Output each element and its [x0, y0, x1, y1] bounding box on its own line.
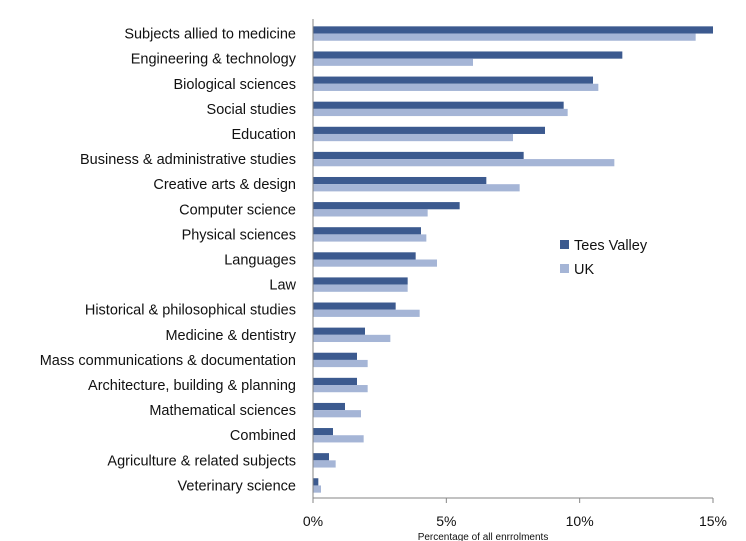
category-label-biological-sciences: Biological sciences — [173, 77, 296, 93]
x-tick-label: 5% — [436, 513, 456, 529]
bar-tees-valley-agriculture-related-subjects — [313, 453, 329, 461]
bar-tees-valley-historical-philosophical-studies — [313, 302, 396, 310]
category-label-historical-philosophical-studies: Historical & philosophical studies — [85, 303, 296, 319]
bar-tees-valley-mathematical-sciences — [313, 402, 345, 411]
bar-uk-physical-sciences — [313, 234, 427, 242]
x-tick-label: 10% — [566, 513, 594, 529]
x-tick-label: 15% — [699, 513, 727, 529]
category-label-social-studies: Social studies — [207, 102, 296, 118]
bar-tees-valley-engineering-technology — [313, 51, 623, 59]
bar-uk-business-administrative-studies — [313, 159, 615, 167]
category-label-physical-sciences: Physical sciences — [182, 227, 296, 243]
bar-uk-creative-arts-design — [313, 184, 520, 192]
category-label-veterinary-science: Veterinary science — [178, 478, 296, 494]
bars-layer — [313, 26, 713, 493]
x-axis-title: Percentage of all enrrolments — [418, 532, 549, 541]
bar-uk-subjects-allied-to-medicine — [313, 33, 696, 41]
bar-uk-mass-communications-documentation — [313, 359, 368, 368]
category-label-architecture-building-planning: Architecture, building & planning — [88, 378, 296, 394]
category-label-business-administrative-studies: Business & administrative studies — [80, 152, 296, 168]
bar-uk-biological-sciences — [313, 83, 599, 91]
category-label-subjects-allied-to-medicine: Subjects allied to medicine — [124, 27, 296, 43]
bar-uk-education — [313, 133, 513, 142]
bar-tees-valley-combined — [313, 428, 333, 436]
bar-uk-languages — [313, 259, 437, 267]
bar-tees-valley-social-studies — [313, 101, 564, 109]
bar-uk-combined — [313, 435, 364, 443]
bar-tees-valley-biological-sciences — [313, 76, 593, 84]
bar-uk-medicine-dentistry — [313, 334, 391, 343]
bar-uk-agriculture-related-subjects — [313, 460, 336, 468]
bar-tees-valley-medicine-dentistry — [313, 327, 365, 335]
bar-tees-valley-education — [313, 126, 545, 134]
bar-uk-computer-science — [313, 209, 428, 217]
bar-uk-veterinary-science — [313, 485, 321, 493]
category-label-agriculture-related-subjects: Agriculture & related subjects — [107, 453, 296, 469]
bar-uk-architecture-building-planning — [313, 385, 368, 393]
category-labels: Subjects allied to medicine Engineering &… — [40, 27, 297, 495]
bar-tees-valley-languages — [313, 252, 416, 260]
bar-uk-law — [313, 284, 408, 292]
bar-tees-valley-creative-arts-design — [313, 176, 487, 185]
bar-tees-valley-architecture-building-planning — [313, 377, 357, 386]
category-label-computer-science: Computer science — [179, 202, 296, 218]
category-label-law: Law — [269, 278, 296, 294]
category-label-creative-arts-design: Creative arts & design — [153, 177, 296, 193]
bar-tees-valley-computer-science — [313, 202, 460, 210]
legend-label-tees-valley: Tees Valley — [574, 238, 648, 254]
bar-tees-valley-physical-sciences — [313, 227, 421, 235]
category-label-combined: Combined — [230, 428, 296, 444]
legend-swatch-uk — [560, 264, 569, 273]
bar-tees-valley-veterinary-science — [313, 478, 319, 486]
bar-uk-engineering-technology — [313, 58, 473, 66]
category-label-languages: Languages — [224, 253, 296, 269]
bar-tees-valley-subjects-allied-to-medicine — [313, 26, 713, 34]
legend-label-uk: UK — [574, 262, 594, 278]
category-label-mathematical-sciences: Mathematical sciences — [149, 403, 296, 419]
bar-uk-mathematical-sciences — [313, 410, 361, 418]
x-tick-label: 0% — [303, 513, 323, 529]
legend-swatch-tees-valley — [560, 240, 569, 249]
bar-tees-valley-mass-communications-documentation — [313, 352, 357, 360]
bar-uk-social-studies — [313, 108, 568, 117]
legend: Tees Valley UK — [560, 238, 648, 278]
category-label-engineering-technology: Engineering & technology — [131, 52, 297, 68]
category-label-mass-communications-documentation: Mass communications & documentation — [40, 353, 296, 369]
x-axis-ticks: 0% 5% 10% 15% — [303, 498, 727, 529]
category-label-medicine-dentistry: Medicine & dentistry — [165, 328, 296, 344]
bar-tees-valley-business-administrative-studies — [313, 151, 524, 160]
bar-tees-valley-law — [313, 277, 408, 285]
bar-uk-historical-philosophical-studies — [313, 309, 420, 317]
category-label-education: Education — [232, 127, 297, 143]
